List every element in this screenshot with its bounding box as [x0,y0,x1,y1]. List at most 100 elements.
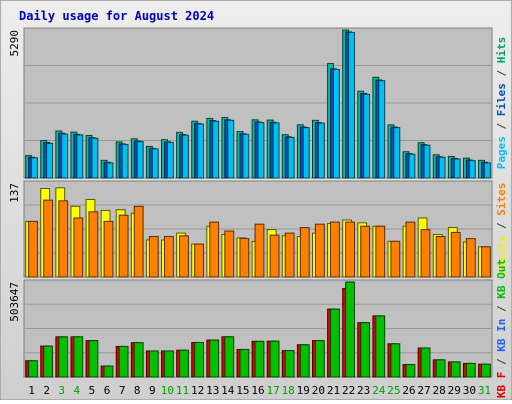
bar [360,322,371,378]
bar [287,136,295,179]
bar [212,120,220,179]
bar [194,341,204,378]
bar [73,336,84,378]
x-tick-label: 19 [297,384,310,397]
bar [257,122,265,179]
bar [239,348,250,378]
bar [182,134,189,179]
x-tick-label: 21 [327,384,340,397]
bar [166,141,174,179]
bar [73,217,84,278]
bar [435,359,446,378]
bar [360,225,371,278]
axis-label-part: Files [495,83,508,116]
bar [269,340,280,378]
bar [179,349,189,378]
bar [345,281,355,378]
x-tick-label: 30 [463,384,476,397]
series-kb-out [28,281,491,378]
panel-axis-label: Visits / Sites [495,183,508,276]
bar [375,225,386,278]
bar [103,365,114,378]
x-tick-label: 16 [251,384,264,397]
bar [468,160,476,179]
axis-label-part: Pages [495,136,508,169]
bar [272,122,280,179]
x-tick-label: 28 [433,384,446,397]
bar [31,157,38,179]
panel-max-label: 503647 [8,282,21,322]
axis-label-part: / [495,352,508,372]
axis-label-part: / [495,216,508,236]
bar [390,240,401,278]
bar [88,340,99,378]
bar [209,221,220,278]
panel-1: 5290 Pages / Files / Hits [8,27,508,179]
axis-label-part: KB Out [495,259,508,299]
axis-label-part: KB In [495,319,508,352]
bar [118,345,129,378]
bar [151,148,159,179]
bar [254,223,265,278]
x-tick-label: 7 [119,384,126,397]
axis-label-part: / [495,299,508,319]
bar [194,243,204,278]
bar [393,127,401,179]
x-tick-label: 20 [312,384,325,397]
x-tick-label: 15 [236,384,249,397]
x-tick-label: 8 [134,384,141,397]
bar [58,200,69,278]
x-tick-label: 31 [478,384,491,397]
bar [88,211,99,278]
x-tick-label: 27 [417,384,430,397]
bar [163,350,174,378]
bar [28,360,38,378]
x-tick-label: 10 [161,384,174,397]
x-tick-label: 4 [74,384,81,397]
bar [450,231,461,278]
bar [450,361,461,378]
x-tick-label: 11 [176,384,189,397]
axis-label-part: / [495,63,508,83]
bar [148,236,159,278]
series-pages [31,32,491,179]
axis-label-part: KB F [495,372,508,399]
bar [363,93,371,179]
bar [242,133,250,179]
x-tick-label: 25 [387,384,400,397]
bar [103,220,114,278]
panel-max-label: 137 [8,183,21,203]
bar [465,238,476,278]
bar [481,363,491,378]
bar [58,336,69,378]
x-tick-label: 24 [372,384,386,397]
bar [76,134,84,179]
bar [420,229,431,278]
bar [348,32,355,179]
bar [330,308,340,378]
bar [284,232,295,278]
bar [118,214,129,278]
bar [224,336,235,378]
x-tick-label: 17 [266,384,279,397]
bar [483,162,491,179]
bar [302,127,310,179]
axis-label-part: Visits [495,236,508,276]
bar [345,221,355,278]
bar [133,342,144,378]
series-sites [28,199,491,278]
bar [61,133,69,179]
bar [46,142,54,179]
bar [314,340,325,378]
panel-axis-label: Pages / Files / Hits [495,37,508,170]
x-tick-label: 23 [357,384,370,397]
bar [106,162,114,179]
bar [332,68,340,179]
bar [435,236,446,278]
bar [390,343,401,378]
bar [209,339,220,378]
bar [239,238,250,278]
x-tick-label: 6 [104,384,111,397]
bar [299,227,310,278]
